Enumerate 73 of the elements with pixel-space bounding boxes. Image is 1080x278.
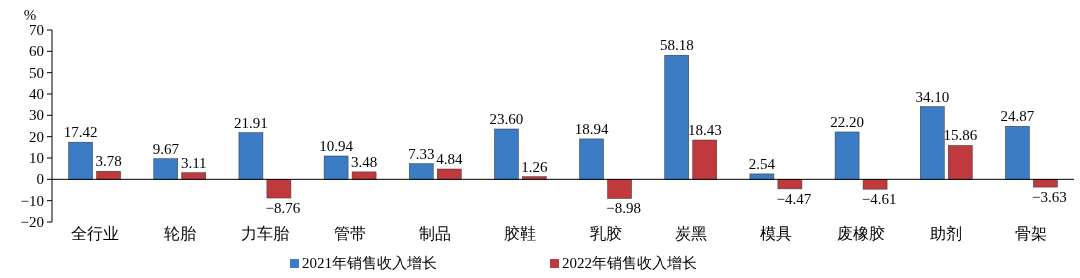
data-label: 21.91: [234, 114, 268, 131]
x-tick-label: 全行业: [70, 225, 119, 242]
bar: [607, 179, 632, 199]
data-label: 17.42: [63, 124, 98, 141]
data-label: 1.26: [521, 158, 549, 175]
y-tick-label: 40: [29, 86, 44, 102]
data-label: 18.43: [687, 122, 722, 139]
y-tick-label: −20: [20, 214, 44, 230]
data-label: 10.94: [319, 137, 354, 154]
legend-label: 2021年销售收入增长: [302, 255, 437, 271]
bar: [948, 145, 973, 180]
data-label: 34.10: [915, 88, 950, 105]
bar: [68, 141, 93, 180]
x-tick-label: 模具: [759, 225, 792, 242]
bar: [181, 172, 206, 180]
legend-label: 2022年销售收入增长: [562, 255, 697, 271]
bar: [749, 173, 775, 180]
data-label: −8.76: [265, 200, 301, 217]
bar: [153, 158, 178, 180]
bar: [777, 179, 803, 190]
x-tick-label: 胶鞋: [504, 225, 537, 242]
bar: [351, 171, 377, 180]
x-tick-label: 炭黑: [674, 225, 707, 242]
data-label: 7.33: [408, 145, 435, 162]
y-tick-label: −10: [20, 192, 44, 209]
x-tick-label: 乳胶: [589, 225, 622, 242]
data-label: 18.94: [574, 120, 609, 137]
y-tick-label: 70: [29, 22, 44, 38]
data-label: 58.18: [659, 37, 694, 54]
x-tick-label: 骨架: [1015, 225, 1048, 242]
x-tick-label: 轮胎: [163, 225, 196, 242]
data-label: 22.20: [830, 113, 864, 130]
bar: [664, 54, 689, 180]
data-label: −4.61: [861, 191, 897, 208]
y-tick-label: 0: [36, 171, 44, 188]
bar: [96, 171, 121, 180]
y-tick-label: 60: [29, 43, 44, 60]
data-label: 23.60: [489, 110, 524, 127]
bar: [920, 106, 945, 180]
data-label: 4.84: [436, 151, 463, 168]
data-label: −3.63: [1032, 189, 1067, 206]
x-tick-label: 助剂: [930, 225, 963, 242]
x-tick-label: 制品: [419, 225, 452, 242]
bar: [1033, 179, 1058, 188]
bar: [494, 128, 519, 180]
bar: [862, 179, 888, 190]
y-axis-title: %: [23, 7, 37, 23]
bar: [834, 131, 860, 180]
data-label: 2.54: [748, 155, 776, 172]
bar: [522, 176, 547, 180]
bar: [692, 139, 717, 180]
data-label: 24.87: [1000, 108, 1035, 125]
bar: [409, 163, 434, 180]
y-tick-label: 20: [29, 128, 44, 145]
data-label: 3.78: [95, 153, 122, 170]
bar: [437, 168, 462, 180]
y-tick-label: 50: [29, 64, 44, 81]
y-tick-label: 10: [29, 150, 44, 166]
bar: [238, 132, 264, 180]
bar: [323, 155, 349, 180]
y-tick-label: 30: [29, 107, 44, 124]
x-tick-label: 力车胎: [240, 225, 289, 242]
data-label: −4.47: [776, 190, 812, 207]
bar: [579, 138, 604, 180]
data-label: 3.11: [180, 154, 207, 171]
data-label: 3.48: [350, 153, 378, 170]
bar: [266, 179, 292, 199]
data-label: 9.67: [152, 140, 180, 157]
data-label: 15.86: [943, 127, 978, 144]
bar: [1005, 126, 1030, 180]
x-tick-label: 管带: [334, 225, 367, 242]
data-label: −8.98: [606, 200, 641, 217]
x-tick-label: 废橡胶: [837, 225, 886, 242]
